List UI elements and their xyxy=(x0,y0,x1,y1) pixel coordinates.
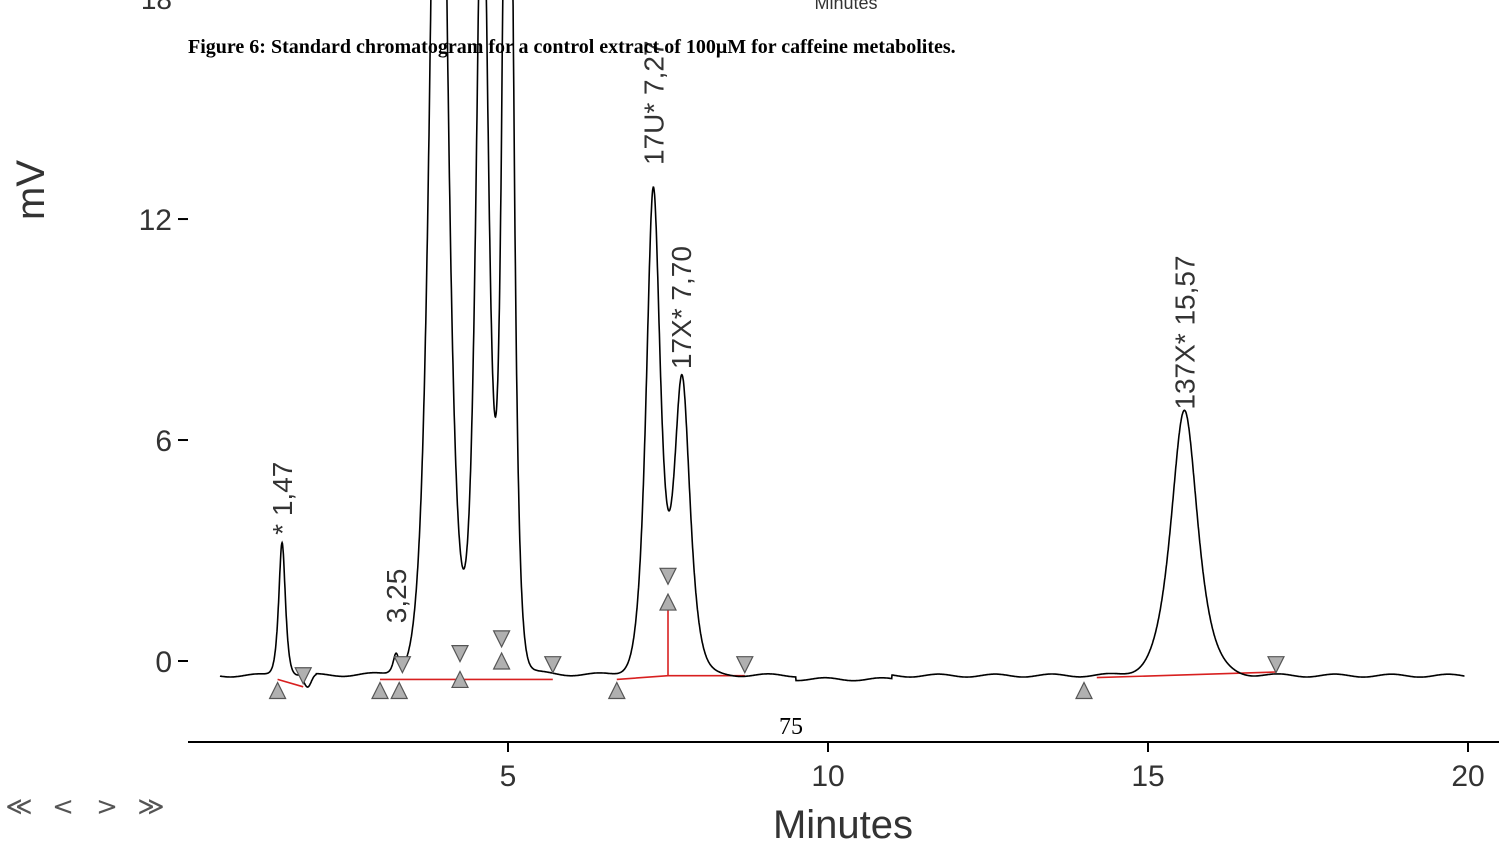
previous-page-button[interactable]: < xyxy=(52,792,74,822)
x-tick-label: 15 xyxy=(1131,760,1164,793)
x-tick-label: 5 xyxy=(500,760,517,793)
peak-start-marker xyxy=(1075,681,1093,700)
integration-marker-layer xyxy=(268,567,1285,700)
peak-label: 17U* 7,27 xyxy=(638,40,669,165)
signal-trace-layer xyxy=(219,0,1465,688)
peak-label: 137X* 15,57 xyxy=(1169,255,1200,409)
peak-label: 3,25 xyxy=(381,569,412,624)
peak-start-marker xyxy=(607,681,626,700)
next-page-button[interactable]: > xyxy=(96,792,118,822)
x-axis-label: Minutes xyxy=(773,803,913,843)
peak-end-marker xyxy=(393,656,412,675)
first-page-button[interactable]: ≪ xyxy=(5,792,33,822)
top-cut-axis-label: Minutes xyxy=(814,0,877,13)
y-tick-label: 12 xyxy=(139,204,172,237)
signal-trace xyxy=(219,0,1465,688)
page-navigation: ≪ < > ≫ xyxy=(4,792,166,822)
peak-label: * 1,47 xyxy=(267,462,298,535)
peak-start-marker xyxy=(451,670,469,689)
peak-end-marker xyxy=(1267,656,1285,675)
peak-start-marker xyxy=(492,651,511,670)
integration-baseline-layer xyxy=(277,602,1277,688)
peak-start-marker xyxy=(371,681,389,700)
x-tick-label: 10 xyxy=(811,760,844,793)
peak-label-layer: * 1,47 3,25 17U* 7,27 17X* 7,70 137X* 15,57 xyxy=(267,40,1200,623)
integration-baseline xyxy=(616,674,745,681)
figure-caption: Figure 6: Standard chromatogram for a co… xyxy=(188,36,956,58)
peak-end-marker xyxy=(451,645,469,663)
y-axis-label: mV xyxy=(9,160,53,220)
integration-baseline xyxy=(1096,671,1277,679)
x-tick-label: 20 xyxy=(1451,760,1484,793)
y-tick-label: 0 xyxy=(155,646,172,679)
last-page-button[interactable]: ≫ xyxy=(137,792,165,822)
peak-start-marker xyxy=(390,681,409,700)
integration-baseline xyxy=(277,678,304,688)
peak-end-marker xyxy=(543,656,562,675)
axis-layer: 5 10 15 20 0 6 12 Minutes mV Minutes 18 xyxy=(9,0,1499,843)
peak-end-marker xyxy=(294,667,313,686)
peak-label: 17X* 7,70 xyxy=(666,246,697,369)
y-tick-label: 6 xyxy=(155,425,172,458)
page-number: 75 xyxy=(779,714,803,740)
peak-end-marker xyxy=(659,567,677,586)
top-cut-tick-label: 18 xyxy=(141,0,172,15)
peak-start-marker xyxy=(268,681,287,700)
peak-end-marker xyxy=(492,630,511,649)
peak-start-marker xyxy=(659,592,677,611)
peak-end-marker xyxy=(735,656,754,675)
